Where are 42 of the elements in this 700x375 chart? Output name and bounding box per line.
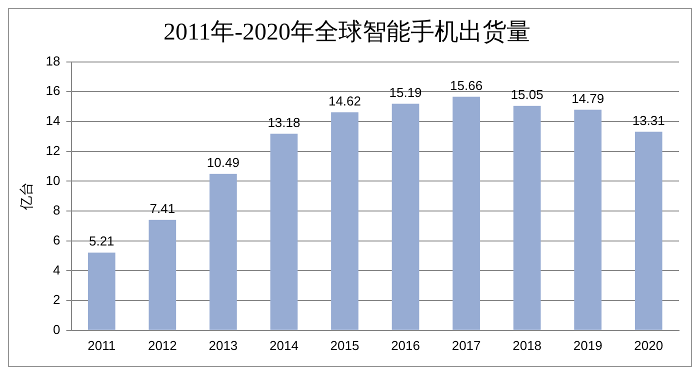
x-tick-label: 2016 (391, 338, 420, 353)
y-tick-label: 16 (46, 83, 60, 98)
data-label: 15.05 (510, 86, 544, 102)
y-tick-label: 4 (53, 262, 60, 278)
y-axis-title: 亿台 (19, 182, 36, 212)
y-tick-label: 18 (46, 53, 60, 68)
y-tick-label: 6 (53, 232, 60, 248)
data-label: 7.41 (150, 200, 176, 216)
data-label: 13.31 (632, 112, 665, 128)
y-tick-label: 0 (53, 322, 60, 337)
bar (270, 134, 298, 330)
data-label: 10.49 (206, 154, 240, 170)
bar (634, 132, 662, 330)
bar (210, 174, 237, 330)
x-tick-label: 2019 (573, 338, 602, 353)
bar (513, 106, 541, 330)
bar (148, 220, 176, 330)
x-tick-label: 2014 (270, 338, 298, 353)
data-label: 15.66 (450, 78, 483, 93)
bar (574, 110, 602, 330)
y-tick-label: 10 (46, 172, 60, 188)
x-tick-label: 2012 (148, 338, 177, 353)
y-tick-label: 14 (46, 113, 60, 128)
bar (331, 112, 358, 330)
x-tick-label: 2017 (452, 338, 481, 353)
x-tick-label: 2015 (330, 338, 360, 353)
data-label: 15.19 (389, 84, 422, 100)
y-tick-label: 8 (53, 202, 60, 218)
bar (88, 252, 116, 330)
data-label: 14.79 (572, 90, 604, 106)
bar (392, 104, 420, 330)
y-tick-label: 2 (53, 292, 60, 308)
x-tick-label: 2011 (88, 338, 116, 353)
x-tick-label: 2013 (208, 338, 238, 353)
bar (452, 96, 480, 330)
data-label: 14.62 (328, 93, 362, 108)
x-tick-label: 2018 (512, 338, 542, 353)
data-label: 13.18 (268, 114, 300, 130)
x-tick-label: 2020 (634, 338, 664, 353)
chart-title: 2011年-2020年全球智能手机出货量 (163, 18, 531, 46)
data-label: 5.21 (88, 234, 114, 249)
y-tick-label: 12 (46, 142, 60, 158)
